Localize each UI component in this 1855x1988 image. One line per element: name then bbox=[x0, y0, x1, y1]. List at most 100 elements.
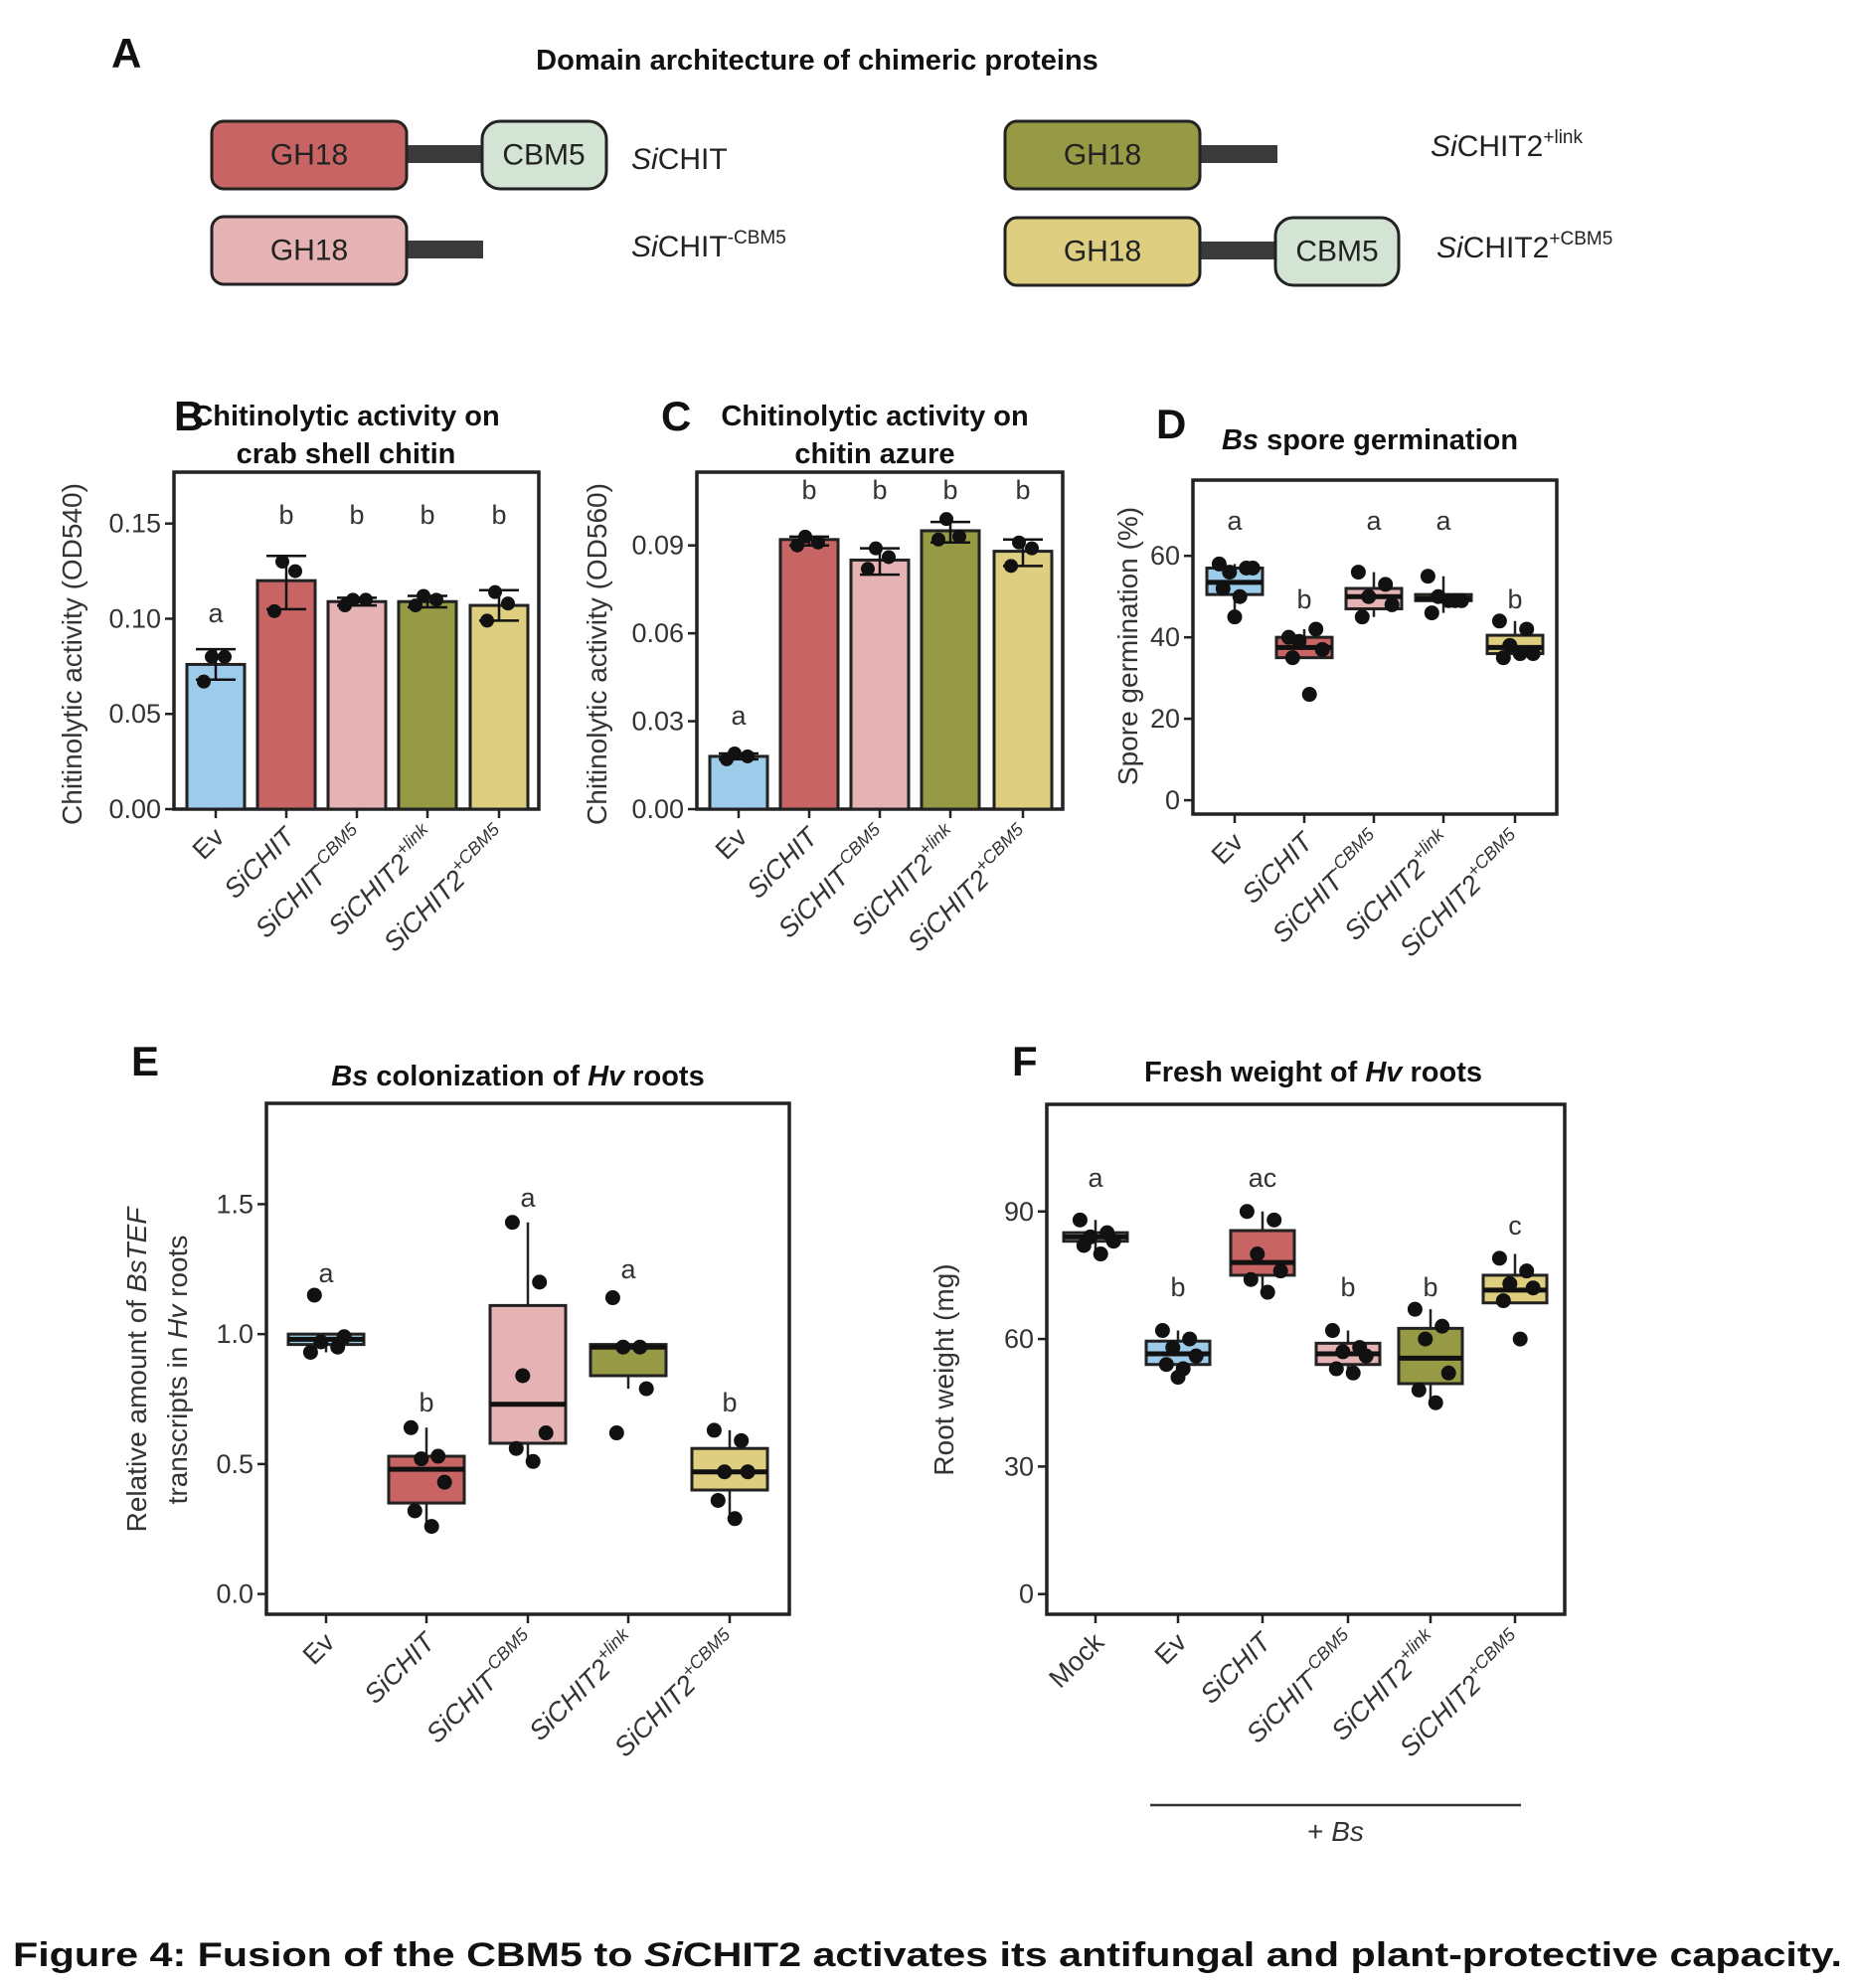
y-tick-label: 0.06 bbox=[631, 618, 684, 648]
data-point bbox=[1182, 1331, 1198, 1347]
x-tick-label: SiCHIT bbox=[359, 1625, 443, 1710]
x-tick-label: Ev bbox=[297, 1627, 341, 1671]
data-point bbox=[423, 1519, 439, 1535]
significance-letter: a bbox=[1088, 1163, 1103, 1193]
data-point bbox=[1211, 556, 1227, 572]
label-superscript: -CBM5 bbox=[479, 1624, 533, 1678]
significance-letter: b bbox=[1296, 584, 1311, 614]
label-main: Ev bbox=[1206, 827, 1250, 871]
data-point bbox=[608, 1425, 624, 1441]
data-point bbox=[1232, 588, 1248, 604]
data-point bbox=[288, 564, 302, 579]
cbm5-domain bbox=[1273, 216, 1401, 287]
data-point bbox=[1227, 609, 1243, 625]
data-point bbox=[508, 1440, 524, 1456]
bar bbox=[708, 754, 769, 811]
name-italic: Si bbox=[631, 231, 659, 263]
plot-frame bbox=[1045, 1102, 1567, 1616]
data-point bbox=[1239, 1204, 1255, 1220]
text-part: transcripts in bbox=[162, 1339, 193, 1505]
figure-caption: Figure 4: Fusion of the CBM5 to Si CHIT2 … bbox=[13, 1936, 1842, 1974]
linker bbox=[404, 145, 487, 163]
text-part: Chitinolytic activity on bbox=[721, 401, 1028, 432]
chart-title: crab shell chitin bbox=[237, 438, 456, 470]
data-point bbox=[1424, 605, 1439, 621]
significance-letter: a bbox=[1435, 506, 1451, 536]
bar bbox=[992, 550, 1054, 811]
data-point bbox=[414, 1451, 429, 1467]
y-tick-label: 0.09 bbox=[631, 531, 684, 561]
chart-title: Chitinolytic activity on bbox=[721, 401, 1028, 432]
data-point bbox=[1491, 1250, 1507, 1266]
y-axis-label: Chitinolytic activity (OD540) bbox=[57, 483, 87, 825]
data-point bbox=[504, 1215, 520, 1231]
panel-letter: C bbox=[661, 393, 691, 439]
data-point bbox=[1215, 580, 1231, 596]
label-superscript: +CBM5 bbox=[677, 1624, 735, 1682]
data-point bbox=[1502, 1275, 1518, 1291]
cbm5-domain bbox=[480, 119, 608, 191]
data-point bbox=[882, 550, 896, 565]
label-main: SiCHIT bbox=[359, 1625, 443, 1710]
label-main: SiCHIT2 bbox=[608, 1670, 701, 1762]
data-point bbox=[1250, 1246, 1265, 1262]
name-rest: CHIT2 bbox=[1463, 232, 1550, 264]
data-point bbox=[1495, 650, 1511, 666]
data-point bbox=[359, 592, 373, 607]
data-point bbox=[1328, 1361, 1344, 1377]
construct-name: SiCHIT-CBM5 bbox=[631, 228, 786, 263]
label-superscript: -CBM5 bbox=[1299, 1624, 1353, 1678]
text-part: crab shell chitin bbox=[237, 438, 456, 470]
data-point bbox=[1093, 1246, 1108, 1262]
data-point bbox=[1519, 1263, 1535, 1279]
significance-letter: b bbox=[491, 500, 506, 530]
chart-title: chitin azure bbox=[794, 438, 954, 470]
y-axis-label: Root weight (mg) bbox=[928, 1263, 959, 1475]
construct-sichit2-plus-cbm5: GH18 CBM5 SiCHIT2+CBM5 bbox=[1003, 216, 1612, 287]
data-point bbox=[532, 1274, 548, 1290]
data-point bbox=[1525, 1280, 1541, 1296]
linker bbox=[404, 241, 483, 258]
data-point bbox=[717, 1464, 733, 1480]
data-point bbox=[218, 649, 232, 664]
label-main: Mock bbox=[1043, 1627, 1109, 1694]
chart-title: Bs spore germination bbox=[1222, 424, 1518, 456]
data-point bbox=[1301, 687, 1317, 703]
name-rest: CHIT bbox=[658, 143, 728, 176]
data-point bbox=[1378, 577, 1394, 592]
data-point bbox=[1428, 1395, 1443, 1410]
data-point bbox=[1324, 1323, 1340, 1339]
data-point bbox=[1165, 1340, 1181, 1356]
text-part: BsTEF bbox=[121, 1206, 152, 1292]
data-point bbox=[740, 1464, 756, 1480]
significance-letter: a bbox=[731, 701, 747, 731]
data-point bbox=[1411, 1382, 1427, 1398]
bar bbox=[185, 662, 247, 811]
data-point bbox=[336, 1329, 352, 1345]
data-point bbox=[706, 1422, 722, 1438]
data-point bbox=[1495, 1293, 1511, 1309]
significance-letter: b bbox=[722, 1388, 737, 1417]
group-label: + Bs bbox=[1307, 1816, 1364, 1847]
y-tick-label: 0.03 bbox=[631, 707, 684, 737]
text-part: Hv bbox=[588, 1061, 626, 1092]
caption-italic: Si bbox=[644, 1936, 685, 1974]
panel-c: C Chitinolytic activity on chitin azure Chi… bbox=[582, 393, 1065, 957]
text-part: Relative amount of bbox=[121, 1292, 152, 1532]
data-point bbox=[741, 748, 755, 763]
y-tick-label: 0.00 bbox=[631, 794, 684, 824]
text-part: chitin azure bbox=[794, 438, 954, 470]
construct-name: SiCHIT2+link bbox=[1431, 127, 1583, 163]
panel-e: E Bs colonization of Hv roots Relative amo… bbox=[121, 1038, 791, 1762]
chart-title: Chitinolytic activity on bbox=[192, 401, 499, 432]
label-superscript: +CBM5 bbox=[970, 819, 1028, 877]
y-tick-label: 0.10 bbox=[108, 603, 161, 633]
label-superscript: +CBM5 bbox=[1462, 1624, 1520, 1682]
data-point bbox=[1502, 637, 1518, 653]
bar bbox=[778, 538, 840, 811]
data-point bbox=[1361, 588, 1377, 604]
y-tick-label: 1.5 bbox=[216, 1189, 253, 1219]
data-point bbox=[403, 1419, 419, 1435]
name-italic: Si bbox=[1436, 232, 1464, 264]
